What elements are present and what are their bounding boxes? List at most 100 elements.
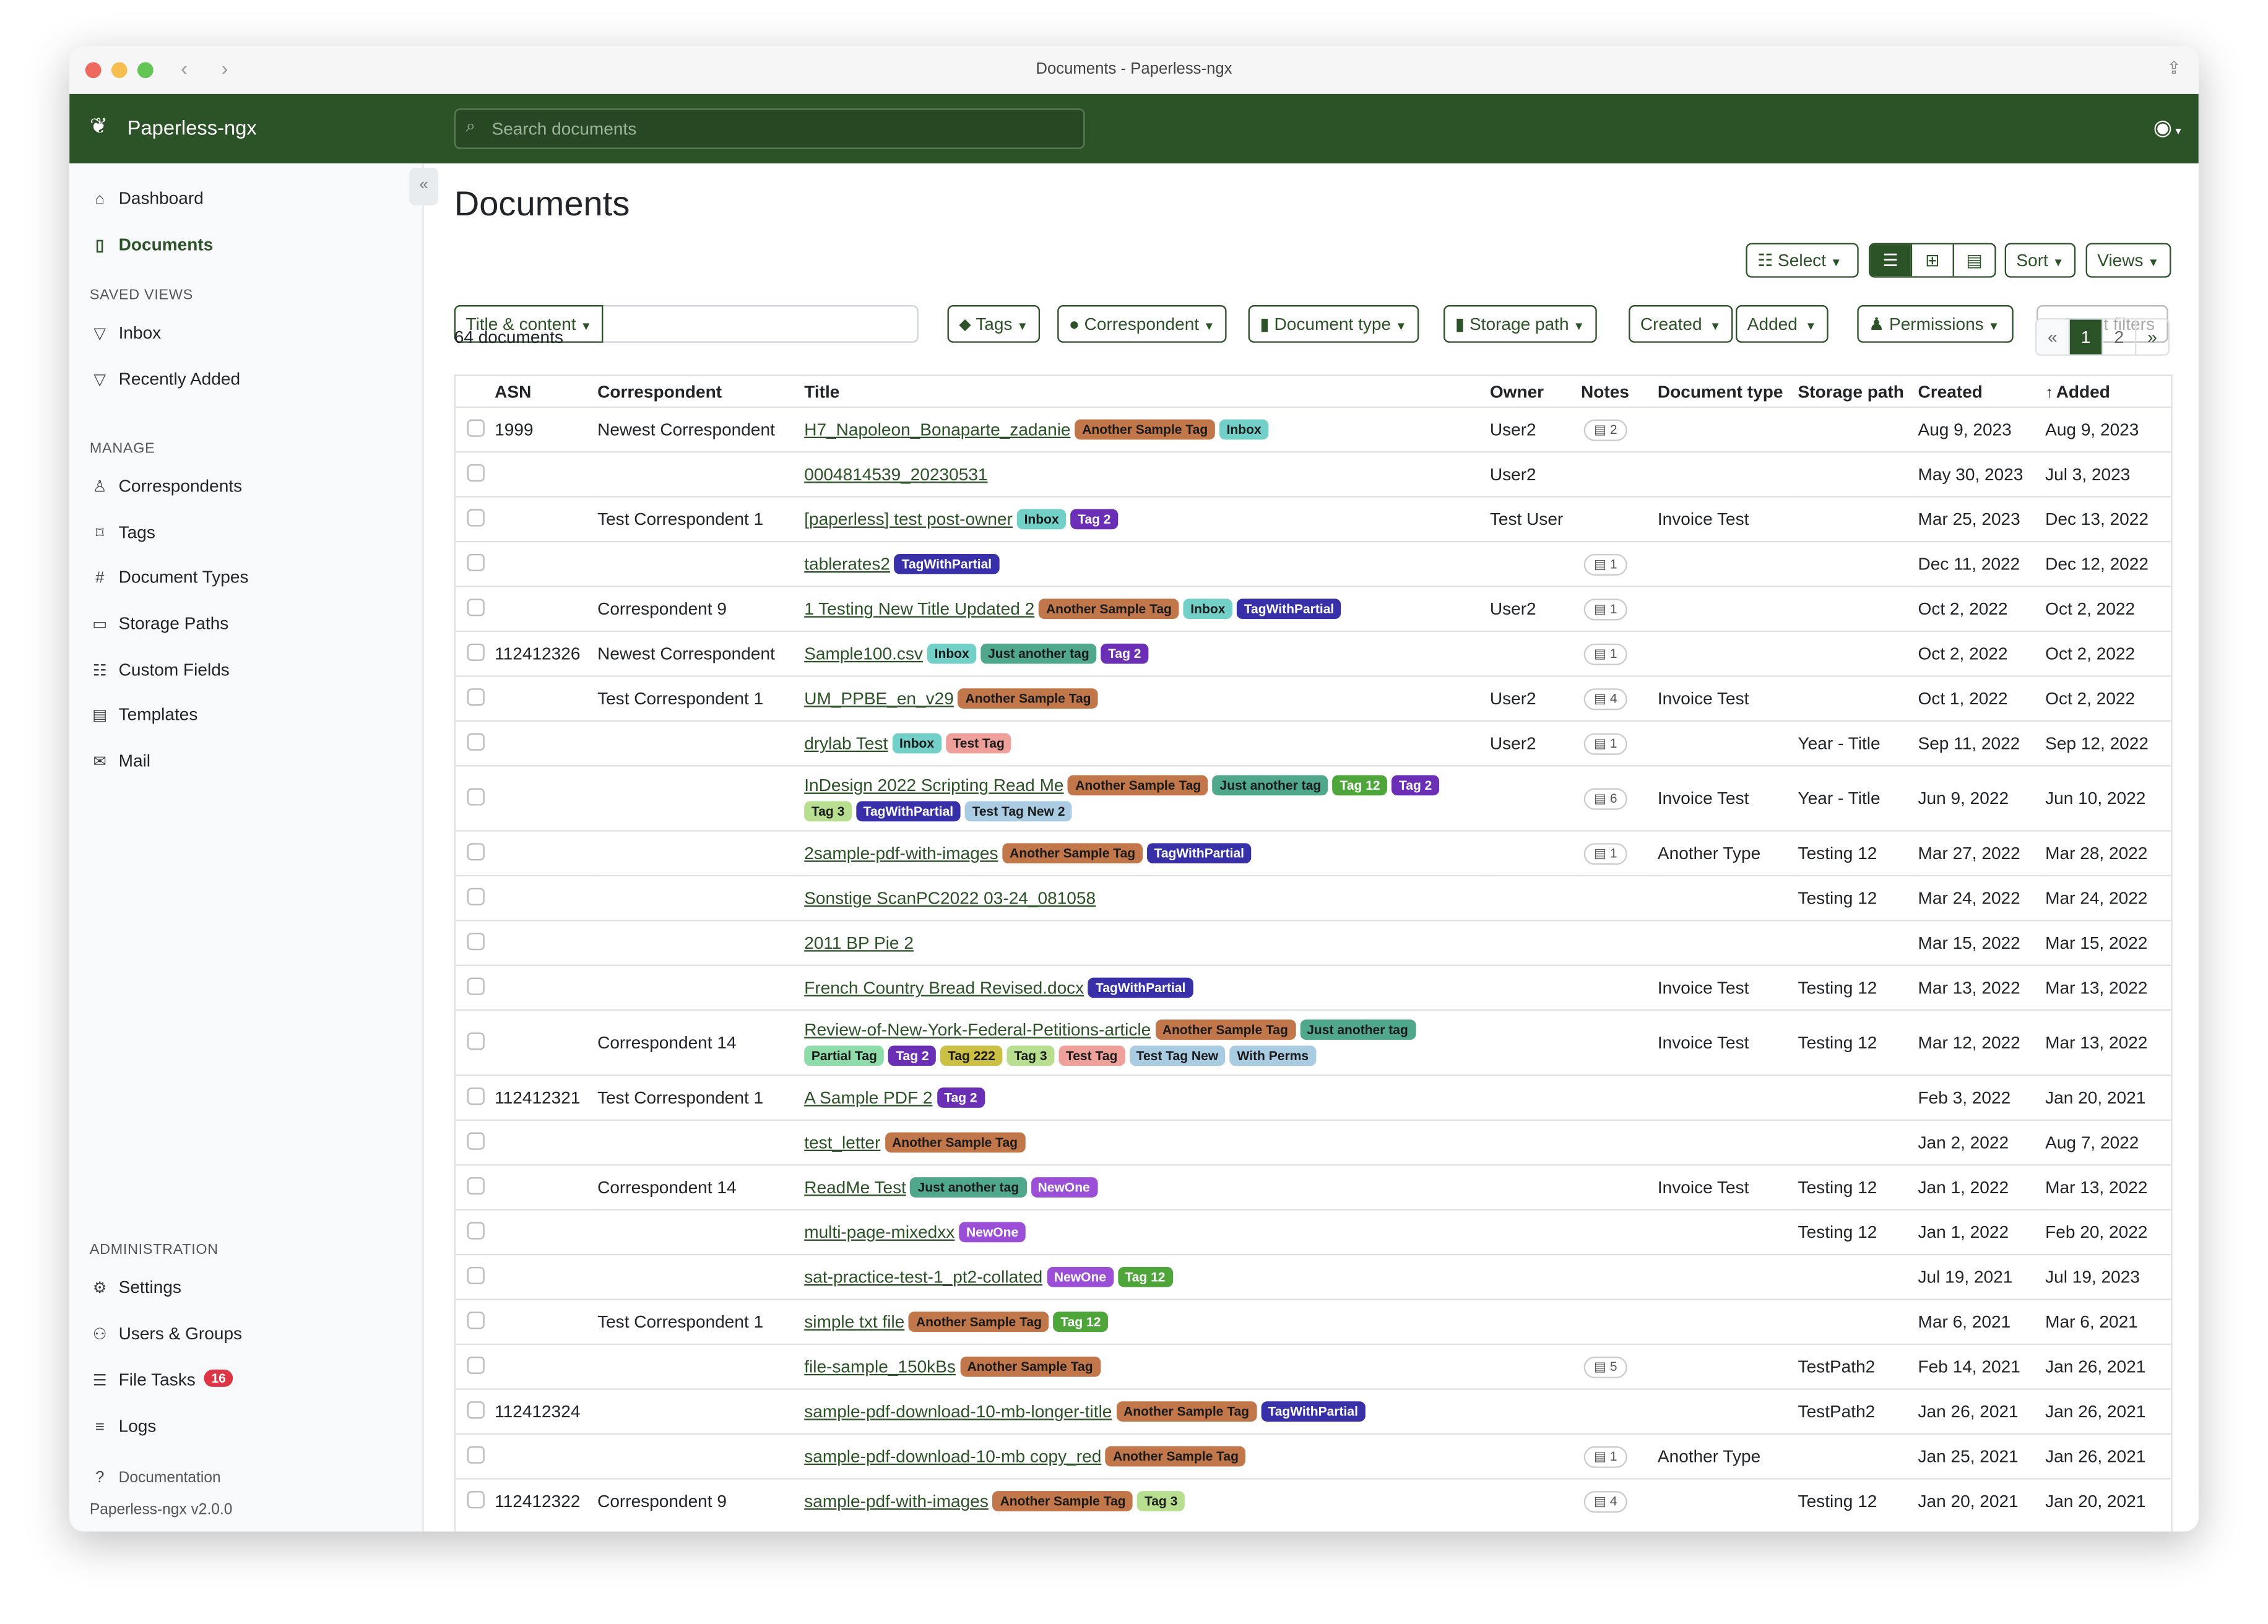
tag-badge[interactable]: Tag 2	[937, 1087, 985, 1108]
tag-badge[interactable]: Another Sample Tag	[1155, 1019, 1296, 1040]
document-title-link[interactable]: Sample100.csv	[804, 643, 923, 664]
row-checkbox[interactable]	[467, 732, 485, 750]
tag-badge[interactable]: Tag 222	[940, 1045, 1003, 1066]
sidebar-item-documents[interactable]: ▯ Documents	[90, 235, 213, 255]
storage-path-filter[interactable]: ▮ Storage path ▼	[1443, 305, 1596, 343]
table-row[interactable]: Test Correspondent 1 simple txt file Anoth…	[456, 1298, 2171, 1344]
sidebar-item-tags[interactable]: ⌑ Tags	[90, 522, 155, 543]
table-row[interactable]: sat-practice-test-1_pt2-collated NewOne Ta…	[456, 1253, 2171, 1300]
sidebar-item-document-types[interactable]: # Document Types	[90, 567, 248, 587]
sidebar-item-settings[interactable]: ⚙ Settings	[90, 1277, 181, 1297]
tag-badge[interactable]: Another Sample Tag	[1068, 775, 1208, 796]
notes-badge[interactable]: ▤ 1	[1583, 598, 1627, 621]
tag-badge[interactable]: Test Tag New	[1129, 1045, 1226, 1066]
row-checkbox[interactable]	[467, 1266, 485, 1284]
table-row[interactable]: 2011 BP Pie 2 Mar 15, 2022 Mar 15, 2022	[456, 920, 2171, 965]
document-title-link[interactable]: sample-pdf-download-10-mb copy_red	[804, 1446, 1102, 1467]
document-type-filter[interactable]: ▮ Document type ▼	[1248, 305, 1419, 343]
permissions-filter[interactable]: ♟ Permissions ▼	[1857, 305, 2014, 343]
column-correspondent[interactable]: Correspondent	[597, 381, 722, 402]
tag-badge[interactable]: Another Sample Tag	[1075, 419, 1215, 440]
sidebar-item-users-groups[interactable]: ⚇ Users & Groups	[90, 1323, 242, 1344]
document-title-link[interactable]: 2sample-pdf-with-images	[804, 843, 998, 864]
tag-badge[interactable]: Test Tag	[945, 733, 1012, 754]
small-cards-view-icon[interactable]: ⊞	[1910, 244, 1953, 277]
created-filter[interactable]: Created ▼	[1629, 305, 1733, 343]
tag-badge[interactable]: TagWithPartial	[1260, 1401, 1366, 1422]
brand-name[interactable]: Paperless-ngx	[127, 115, 257, 139]
sidebar-item-file-tasks[interactable]: ☰ File Tasks 16	[90, 1369, 233, 1390]
row-checkbox[interactable]	[467, 688, 485, 706]
sidebar-item-recently-added[interactable]: ▽ Recently Added	[90, 369, 240, 389]
row-checkbox[interactable]	[467, 977, 485, 995]
row-checkbox[interactable]	[467, 418, 485, 436]
row-checkbox[interactable]	[467, 1032, 485, 1050]
tag-badge[interactable]: Another Sample Tag	[1106, 1446, 1246, 1467]
tag-badge[interactable]: Just another tag	[980, 643, 1097, 664]
notes-badge[interactable]: ▤ 6	[1583, 788, 1627, 810]
tag-badge[interactable]: Tag 12	[1053, 1311, 1109, 1332]
table-row[interactable]: 0004814539_20230531 User2 May 30, 2023 Jul …	[456, 451, 2171, 497]
table-row[interactable]: Sonstige ScanPC2022 03-24_081058 Testing …	[456, 875, 2171, 921]
title-content-dropdown[interactable]: Title & content ▼	[454, 305, 604, 343]
notes-badge[interactable]: ▤ 1	[1583, 733, 1627, 755]
tag-badge[interactable]: Inbox	[892, 733, 941, 754]
table-row[interactable]: Test Correspondent 1 [paperless] test pos…	[456, 496, 2171, 542]
row-checkbox[interactable]	[467, 1221, 485, 1239]
previous-page-button[interactable]: «	[2036, 319, 2069, 355]
sidebar-item-inbox[interactable]: ▽ Inbox	[90, 322, 161, 343]
row-checkbox[interactable]	[467, 887, 485, 905]
table-row[interactable]: Correspondent 14 Review-of-New-York-Feder…	[456, 1009, 2171, 1076]
tag-badge[interactable]: Just another tag	[1299, 1019, 1416, 1040]
document-title-link[interactable]: sat-practice-test-1_pt2-collated	[804, 1266, 1043, 1287]
document-title-link[interactable]: [paperless] test post-owner	[804, 509, 1013, 530]
sidebar-item-custom-fields[interactable]: ☷ Custom Fields	[90, 660, 230, 680]
minimize-window-button[interactable]	[111, 62, 128, 79]
tag-badge[interactable]: Another Sample Tag	[958, 688, 1099, 709]
notes-badge[interactable]: ▤ 4	[1583, 1491, 1627, 1513]
table-row[interactable]: InDesign 2022 Scripting Read Me Another S…	[456, 765, 2171, 831]
table-row[interactable]: drylab Test Inbox Test Tag User2 ▤ 1 Year - T…	[456, 720, 2171, 766]
row-checkbox[interactable]	[467, 553, 485, 571]
added-filter[interactable]: Added ▼	[1736, 305, 1829, 343]
tag-badge[interactable]: Tag 12	[1332, 775, 1388, 796]
table-row[interactable]: Correspondent 14 ReadMe Test Just another …	[456, 1164, 2171, 1210]
table-row[interactable]: test_letter Another Sample Tag Jan 2, 2022…	[456, 1119, 2171, 1165]
views-dropdown[interactable]: Views ▼	[2085, 243, 2171, 278]
page-2-button[interactable]: 2	[2101, 319, 2135, 355]
tag-badge[interactable]: TagWithPartial	[1088, 977, 1193, 998]
column-title[interactable]: Title	[804, 381, 840, 402]
back-icon[interactable]: ‹	[181, 56, 188, 80]
tag-badge[interactable]: TagWithPartial	[894, 553, 999, 574]
tag-badge[interactable]: Inbox	[927, 643, 977, 664]
table-row[interactable]: Test Correspondent 1 UM_PPBE_en_v29 Anothe…	[456, 675, 2171, 721]
tag-badge[interactable]: Another Sample Tag	[1002, 843, 1143, 864]
column-owner[interactable]: Owner	[1489, 381, 1544, 402]
tag-badge[interactable]: NewOne	[1030, 1177, 1097, 1198]
tag-badge[interactable]: Tag 12	[1117, 1266, 1173, 1287]
document-title-link[interactable]: tablerates2	[804, 553, 890, 574]
forward-icon[interactable]: ›	[221, 56, 228, 80]
tag-badge[interactable]: Just another tag	[910, 1177, 1026, 1198]
close-window-button[interactable]	[85, 62, 102, 79]
tag-badge[interactable]: Tag 3	[804, 801, 852, 822]
maximize-window-button[interactable]	[137, 62, 154, 79]
row-checkbox[interactable]	[467, 932, 485, 950]
tag-badge[interactable]: Test Tag	[1058, 1045, 1125, 1066]
document-title-link[interactable]: 2011 BP Pie 2	[804, 933, 914, 953]
document-title-link[interactable]: Review-of-New-York-Federal-Petitions-art…	[804, 1019, 1151, 1040]
correspondent-filter[interactable]: ● Correspondent ▼	[1057, 305, 1227, 343]
notes-badge[interactable]: ▤ 4	[1583, 688, 1627, 710]
table-row[interactable]: tablerates2 TagWithPartial ▤ 1 Dec 11, 2022…	[456, 540, 2171, 587]
row-checkbox[interactable]	[467, 598, 485, 616]
tag-badge[interactable]: Tag 2	[1101, 643, 1149, 664]
row-checkbox[interactable]	[467, 1355, 485, 1373]
column-document-type[interactable]: Document type	[1657, 381, 1783, 402]
sidebar-item-storage-paths[interactable]: ▭ Storage Paths	[90, 613, 228, 634]
collapse-sidebar-button[interactable]: «	[409, 168, 439, 205]
tag-badge[interactable]: NewOne	[959, 1222, 1026, 1243]
tag-badge[interactable]: Inbox	[1016, 509, 1067, 530]
notes-badge[interactable]: ▤ 1	[1583, 643, 1627, 665]
document-title-link[interactable]: sample-pdf-with-images	[804, 1491, 989, 1511]
